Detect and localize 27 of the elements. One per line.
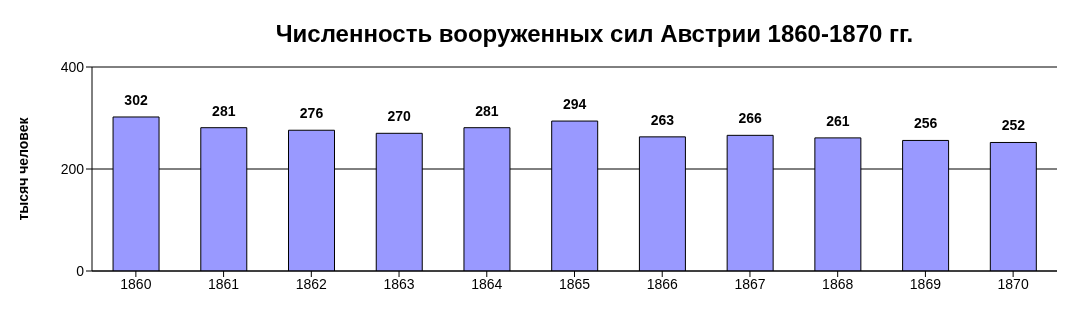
- x-tick-label: 1866: [646, 275, 679, 292]
- x-tick-label: 1861: [208, 275, 240, 292]
- y-tick-label: 200: [60, 160, 85, 177]
- data-label: 281: [212, 102, 236, 119]
- data-label: 266: [738, 110, 763, 127]
- x-tick-label: 1862: [295, 275, 328, 292]
- y-tick-label: 0: [76, 262, 85, 279]
- data-label: 263: [650, 111, 675, 128]
- x-tick-label: 1865: [558, 275, 591, 292]
- x-tick-label: 1863: [383, 275, 415, 292]
- x-tick-label: 1868: [822, 275, 854, 292]
- data-label: 281: [475, 102, 499, 119]
- x-tick-label: 1860: [120, 275, 152, 292]
- data-label: 302: [124, 91, 148, 108]
- data-label: 252: [1001, 117, 1026, 134]
- y-axis-title: тысяч человек: [15, 117, 31, 221]
- data-label: 256: [913, 115, 938, 132]
- data-label: 261: [826, 112, 850, 129]
- data-label: 294: [563, 96, 587, 113]
- chart-title: Численность вооруженных сил Австрии 1860-1870 гг.: [274, 20, 915, 48]
- y-tick-label: 400: [60, 58, 85, 75]
- data-label: 276: [299, 105, 324, 122]
- x-tick-label: 1870: [997, 275, 1029, 292]
- x-tick-label: 1864: [471, 275, 503, 292]
- x-tick-label: 1869: [909, 275, 942, 292]
- x-tick-label: 1867: [734, 275, 766, 292]
- data-label: 270: [387, 108, 412, 125]
